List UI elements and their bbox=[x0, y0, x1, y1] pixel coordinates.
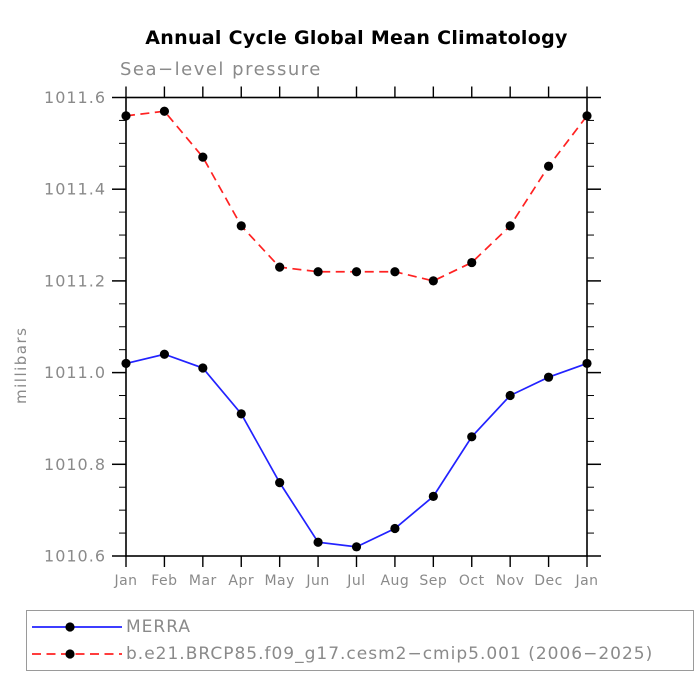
x-tick-label: Sep bbox=[419, 573, 447, 589]
data-point-marker bbox=[159, 106, 170, 116]
y-tick-label: 1011.4 bbox=[44, 180, 106, 199]
x-tick-label: Jan bbox=[113, 573, 137, 589]
data-point-marker bbox=[505, 390, 515, 401]
data-point-marker bbox=[313, 267, 323, 277]
legend-item-merra: MERRA bbox=[30, 614, 693, 641]
data-point-marker bbox=[390, 523, 400, 534]
data-point-marker bbox=[236, 221, 246, 231]
x-tick-label: Jun bbox=[305, 573, 329, 589]
legend-label-merra: MERRA bbox=[126, 617, 191, 637]
data-point-marker bbox=[159, 349, 170, 359]
y-tick-label: 1010.6 bbox=[44, 547, 106, 566]
data-point-marker bbox=[198, 152, 208, 162]
y-tick-label: 1011.6 bbox=[44, 88, 106, 107]
x-tick-label: Oct bbox=[459, 573, 485, 589]
data-point-marker bbox=[467, 257, 477, 268]
legend: MERRA b.e21.BRCP85.f09_g17.cesm2−cmip5.0… bbox=[26, 610, 694, 671]
y-tick-label: 1010.8 bbox=[44, 455, 106, 474]
y-tick-label: 1011.0 bbox=[44, 363, 106, 382]
x-tick-label: Nov bbox=[496, 573, 525, 589]
legend-marker bbox=[65, 622, 75, 632]
data-point-marker bbox=[275, 478, 285, 488]
data-point-marker bbox=[543, 372, 554, 382]
legend-item-cesm2: b.e21.BRCP85.f09_g17.cesm2−cmip5.001 (20… bbox=[30, 641, 693, 668]
data-point-marker bbox=[198, 363, 208, 373]
series-line-1 bbox=[125, 110, 588, 282]
x-tick-label: Jan bbox=[574, 573, 598, 589]
legend-label-cesm2: b.e21.BRCP85.f09_g17.cesm2−cmip5.001 (20… bbox=[126, 644, 654, 664]
data-point-marker bbox=[390, 267, 400, 277]
data-point-marker bbox=[121, 358, 131, 369]
x-tick-label: Apr bbox=[228, 573, 254, 589]
data-point-marker bbox=[351, 267, 362, 277]
legend-line-sample-cesm2 bbox=[32, 649, 122, 659]
x-tick-label: Dec bbox=[534, 573, 563, 589]
x-tick-label: Aug bbox=[380, 573, 409, 589]
plot-frame bbox=[125, 96, 588, 557]
legend-marker bbox=[65, 649, 75, 659]
data-point-marker bbox=[351, 542, 362, 552]
data-point-marker bbox=[428, 276, 438, 286]
legend-line-sample-merra bbox=[32, 622, 122, 632]
data-point-marker bbox=[505, 221, 515, 231]
chart-subtitle: Sea−level pressure bbox=[120, 59, 322, 80]
data-point-marker bbox=[582, 111, 592, 121]
data-point-marker bbox=[543, 161, 554, 171]
x-tick-label: Jul bbox=[346, 573, 365, 589]
data-point-marker bbox=[275, 262, 285, 272]
data-point-marker bbox=[121, 111, 131, 121]
data-point-marker bbox=[313, 537, 323, 547]
data-point-marker bbox=[428, 491, 438, 501]
data-point-marker bbox=[236, 409, 246, 419]
data-point-marker bbox=[467, 432, 477, 442]
x-tick-label: Mar bbox=[189, 573, 217, 589]
x-tick-label: Feb bbox=[151, 573, 177, 589]
y-tick-label: 1011.2 bbox=[44, 271, 106, 290]
x-tick-label: May bbox=[264, 573, 294, 589]
chart-title: Annual Cycle Global Mean Climatology bbox=[145, 27, 568, 49]
data-point-marker bbox=[582, 358, 592, 369]
series-line-0 bbox=[125, 353, 588, 548]
